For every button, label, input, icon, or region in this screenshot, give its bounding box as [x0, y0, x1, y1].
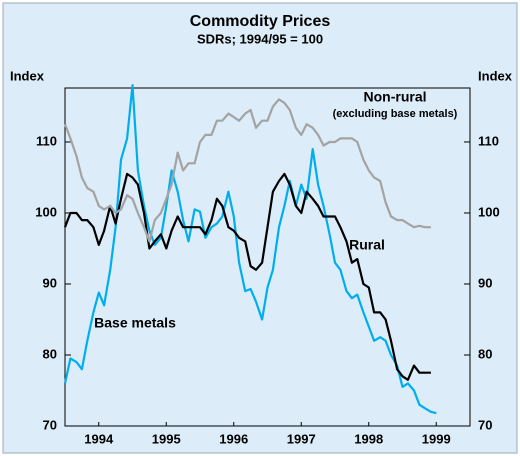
- y2-tick-label: 80: [478, 346, 492, 361]
- y2-tick-label: 90: [478, 275, 492, 290]
- y-tick-label: 110: [36, 133, 57, 148]
- series-line: [63, 84, 437, 415]
- y2-axis-label: Index: [478, 68, 513, 83]
- y2-tick-label: 110: [478, 133, 499, 148]
- chart-subtitle: SDRs; 1994/95 = 100: [197, 31, 323, 46]
- series-label: Base metals: [94, 315, 176, 331]
- series-line: [63, 172, 431, 381]
- y2-tick-label: 70: [478, 417, 492, 432]
- y-axis-label: Index: [10, 68, 45, 83]
- series-line: [63, 98, 431, 243]
- annotation: (excluding base metals): [333, 108, 458, 120]
- series-label: Rural: [349, 237, 385, 253]
- y2-tick-label: 100: [478, 204, 500, 219]
- y-tick-label: 70: [43, 417, 57, 432]
- x-tick-label: 1994: [84, 431, 114, 446]
- x-tick-label: 1997: [287, 431, 316, 446]
- y-tick-label: 80: [43, 346, 57, 361]
- plot-frame: [64, 87, 471, 427]
- y-tick-label: 100: [35, 204, 57, 219]
- x-tick-label: 1996: [219, 431, 248, 446]
- y-tick-label: 90: [43, 275, 57, 290]
- x-tick-label: 1999: [422, 431, 451, 446]
- series-label: Non-rural: [364, 89, 427, 105]
- chart-title: Commodity Prices: [190, 13, 331, 30]
- x-tick-label: 1995: [152, 431, 181, 446]
- x-tick-label: 1998: [354, 431, 383, 446]
